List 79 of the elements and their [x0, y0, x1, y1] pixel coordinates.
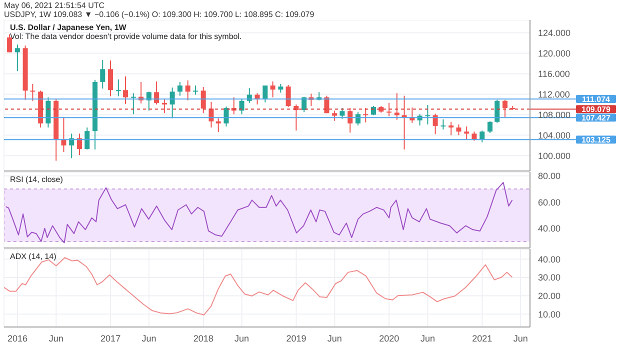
x-tick-label: 2020 [379, 333, 400, 344]
candlestick [108, 60, 114, 97]
candlestick [432, 113, 438, 135]
y-tick-label: 30.00 [538, 272, 561, 283]
y-tick-label: 116.000 [538, 68, 570, 79]
candlestick [239, 98, 244, 115]
y-tick-label: 120.000 [538, 48, 571, 58]
candlestick [192, 85, 198, 96]
ref-line-label: 111.074 [582, 94, 611, 104]
candlestick [262, 85, 268, 103]
y-tick-label: 10.00 [538, 309, 561, 320]
candlestick [502, 99, 508, 118]
ref-line-label: 103.125 [582, 136, 612, 145]
candlestick [425, 104, 430, 125]
candlestick [84, 126, 90, 150]
candlestick [185, 80, 190, 101]
candlestick [286, 84, 291, 108]
y-tick-label: 40.00 [538, 224, 561, 234]
candlestick [440, 118, 446, 130]
y-tick-label: 112.000 [538, 89, 570, 100]
candlestick [46, 96, 51, 128]
candlestick [394, 92, 400, 120]
candlestick [123, 76, 128, 104]
text: Vol: The data vendor doesn't provide volume data for this symbol. [10, 32, 242, 41]
ref-line-label: 109.079 [582, 105, 612, 114]
candlestick [177, 81, 182, 96]
candlestick [494, 99, 500, 124]
y-tick-label: 100.000 [538, 150, 571, 161]
x-tick-label: Jun [142, 333, 156, 344]
candlestick [69, 133, 74, 159]
candlestick [170, 87, 175, 119]
x-tick-label: Jun [48, 333, 64, 344]
candlestick [363, 108, 368, 123]
y-tick-label: 124.000 [538, 28, 571, 38]
ref-line-label: 107.427 [582, 114, 612, 123]
x-tick-label: 2016 [7, 333, 28, 344]
x-tick-label: 2019 [286, 333, 306, 344]
candlestick [224, 106, 229, 127]
candlestick [402, 95, 407, 150]
y-tick-label: 80.00 [538, 171, 561, 182]
chart-title: RSI (14, close) [10, 175, 63, 184]
y-tick-label: 40.00 [538, 254, 561, 264]
candlestick [456, 124, 462, 136]
candlestick [200, 86, 206, 114]
chart-title: U.S. Dollar / Japanese Yen, 1W [10, 23, 128, 32]
candlestick [100, 59, 106, 90]
candlestick [154, 80, 160, 105]
candlestick [355, 112, 360, 126]
y-tick-label: 60.00 [538, 197, 561, 208]
x-tick-label: 2021 [472, 333, 492, 344]
x-tick-label: 2017 [100, 333, 121, 344]
candlestick [216, 118, 221, 133]
candlestick [464, 126, 470, 140]
candlestick [162, 98, 167, 114]
y-tick-label: 20.00 [538, 290, 561, 301]
x-tick-label: 2018 [193, 333, 214, 344]
candlestick [480, 130, 485, 143]
candlestick [14, 44, 20, 72]
candlestick [332, 110, 338, 122]
x-tick-label: Jun [234, 333, 250, 344]
candlestick [488, 120, 493, 134]
chart-title: ADX (14, 14) [10, 252, 56, 261]
candlestick [76, 133, 82, 156]
x-tick-label: Jun [327, 333, 342, 344]
x-tick-label: Jun [513, 333, 528, 344]
candlestick [472, 131, 477, 142]
candlestick [348, 108, 353, 134]
candlestick [116, 78, 121, 97]
text: USDJPY, 1W 109.083 ▼ −0.106 (−0.1%) O: 109.300 H: 109.700 L: 108.895 C: 109.079 [4, 10, 314, 19]
text: May 06, 2021 21:51:54 UTC [4, 1, 106, 10]
x-tick-label: Jun [420, 333, 436, 344]
candlestick [146, 91, 152, 112]
candlestick [340, 108, 345, 120]
candlestick [386, 102, 392, 117]
candlestick [30, 83, 36, 102]
candlestick [130, 92, 136, 115]
candlestick [448, 121, 454, 136]
y-tick-label: 104.000 [538, 130, 571, 140]
candlestick [270, 80, 276, 98]
